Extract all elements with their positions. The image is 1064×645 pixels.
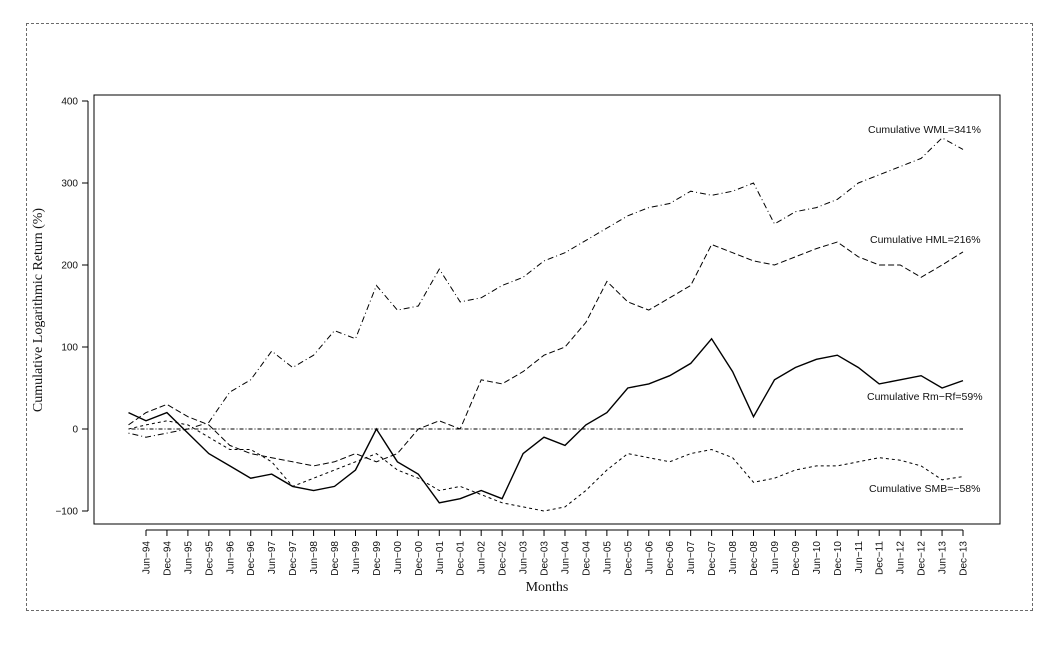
x-tick-label: Dec−08 <box>749 541 760 576</box>
x-tick-label: Dec−00 <box>414 541 425 576</box>
y-tick-label: 200 <box>61 261 78 272</box>
x-tick-label: Dec−98 <box>330 541 341 576</box>
x-tick-label: Dec−94 <box>162 541 173 576</box>
x-tick-label: Dec−12 <box>917 541 928 576</box>
x-tick-label: Dec−96 <box>246 541 257 576</box>
x-axis: Jun−94 Dec−94 Jun−95 Dec−95 Jun−96 Dec−96 Jun−… <box>142 529 970 576</box>
x-tick-label: Jun−13 <box>938 541 949 575</box>
x-tick-label: Jun−97 <box>267 541 278 575</box>
x-tick-label: Jun−99 <box>351 541 362 575</box>
series-line-hml <box>128 241 964 467</box>
y-axis: −100 0 100 200 300 400 <box>55 97 89 518</box>
y-tick-label: 100 <box>61 343 78 354</box>
x-tick-label: Jun−05 <box>602 541 613 575</box>
x-tick-label: Dec−07 <box>707 541 718 576</box>
x-tick-label: Dec−02 <box>498 541 509 576</box>
annotation-rmrf: Cumulative Rm−Rf=59% <box>867 391 983 403</box>
x-tick-label: Jun−06 <box>644 541 655 575</box>
plot-area-border <box>93 94 1001 525</box>
x-tick-label: Jun−94 <box>142 541 153 575</box>
x-tick-label: Jun−08 <box>728 541 739 575</box>
series-line-smb <box>128 420 964 512</box>
y-tick-label: 400 <box>61 97 78 108</box>
x-tick-label: Dec−06 <box>665 541 676 576</box>
x-tick-label: Dec−95 <box>204 541 215 576</box>
x-tick-label: Dec−99 <box>372 541 383 576</box>
series-layer <box>128 137 964 512</box>
x-tick-label: Dec−11 <box>875 541 886 575</box>
x-tick-label: Jun−01 <box>435 541 446 575</box>
x-tick-label: Jun−95 <box>183 541 194 575</box>
x-tick-label: Dec−03 <box>540 541 551 576</box>
x-tick-label: Jun−98 <box>309 541 320 575</box>
series-line-rmrf <box>128 337 964 504</box>
x-tick-label: Jun−09 <box>770 541 781 575</box>
y-tick-label: −100 <box>55 507 78 518</box>
series-line-wml <box>128 137 964 438</box>
x-tick-label: Jun−96 <box>225 541 236 575</box>
x-axis-title: Months <box>526 580 569 595</box>
x-tick-label: Dec−09 <box>791 541 802 576</box>
y-tick-label: 0 <box>72 425 78 436</box>
x-tick-label: Dec−13 <box>959 541 970 576</box>
x-tick-label: Jun−07 <box>686 541 697 575</box>
x-tick-label: Dec−04 <box>581 541 592 576</box>
x-tick-label: Jun−12 <box>896 541 907 575</box>
x-tick-label: Dec−05 <box>623 541 634 576</box>
x-tick-label: Jun−11 <box>854 541 865 574</box>
annotation-hml: Cumulative HML=216% <box>870 234 981 246</box>
x-tick-label: Dec−10 <box>833 541 844 576</box>
y-axis-title: Cumulative Logarithmic Return (%) <box>31 208 46 412</box>
x-tick-label: Dec−97 <box>288 541 299 576</box>
x-tick-label: Jun−02 <box>477 541 488 575</box>
x-tick-label: Jun−10 <box>812 541 823 575</box>
x-tick-label: Dec−01 <box>456 541 467 576</box>
y-tick-label: 300 <box>61 179 78 190</box>
annotation-wml: Cumulative WML=341% <box>868 124 981 136</box>
x-tick-label: Jun−04 <box>560 541 571 575</box>
annotation-smb: Cumulative SMB=−58% <box>869 483 980 495</box>
figure-frame <box>26 23 1033 611</box>
x-tick-label: Jun−03 <box>519 541 530 575</box>
x-tick-label: Jun−00 <box>393 541 404 575</box>
